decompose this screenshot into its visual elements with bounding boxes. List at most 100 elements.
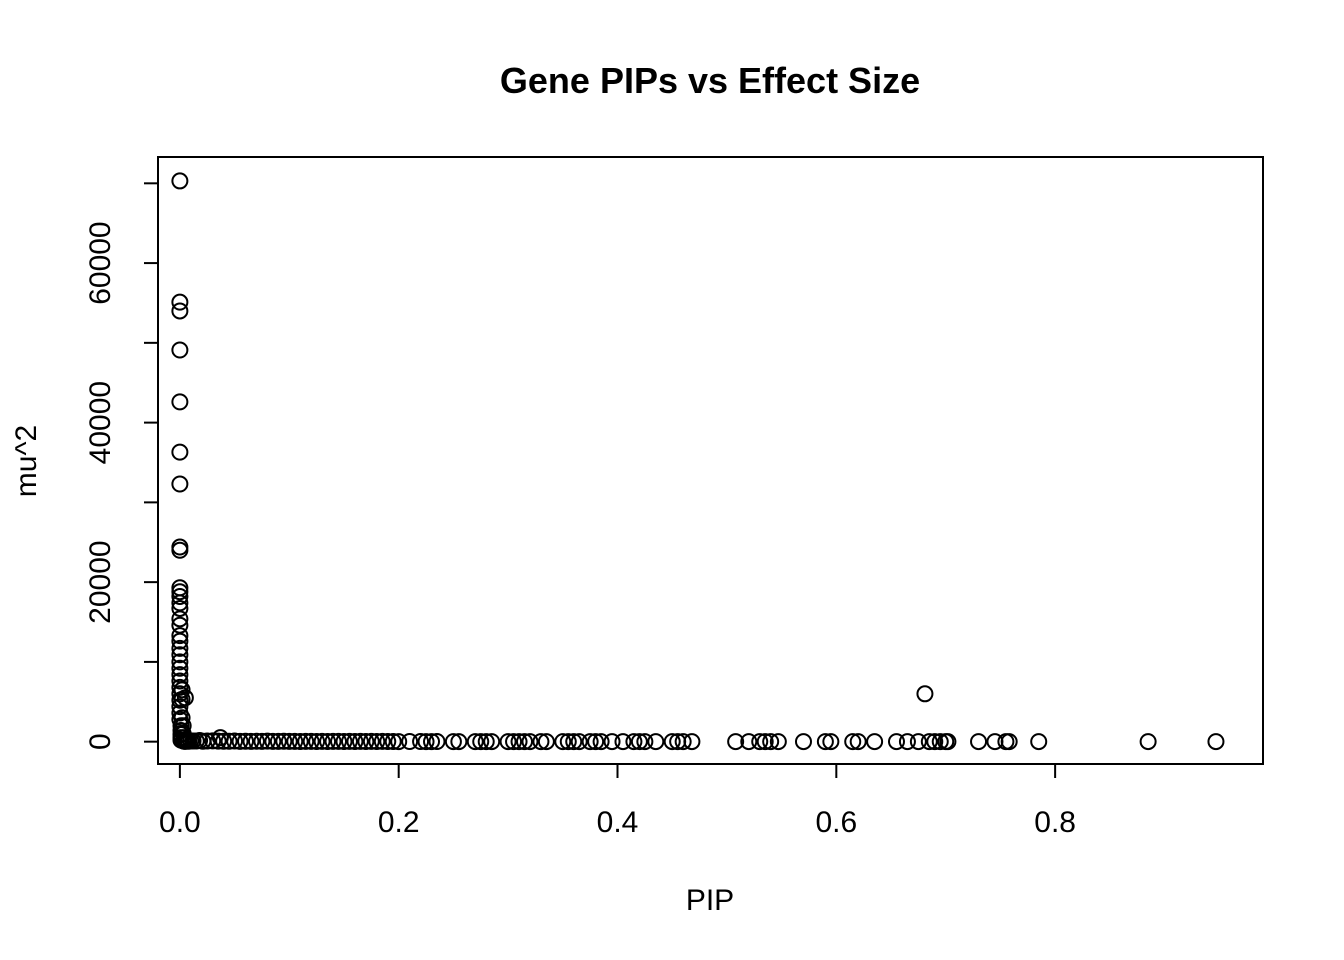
x-axis-ticks: 0.0 0.2 0.4 0.6 0.8 <box>159 764 1076 839</box>
data-point <box>237 732 255 750</box>
y-axis-label: mu^2 <box>10 425 43 497</box>
y-axis-ticks: 0 20000 40000 60000 <box>84 182 158 750</box>
data-point <box>412 733 430 751</box>
data-point <box>286 732 304 750</box>
data-point <box>324 732 342 750</box>
data-point <box>727 733 745 751</box>
data-point <box>1139 733 1157 751</box>
data-point <box>581 733 599 751</box>
data-point <box>171 659 189 677</box>
data-point <box>264 732 282 750</box>
data-point <box>909 733 927 751</box>
data-point <box>630 733 648 751</box>
data-point <box>1030 733 1048 751</box>
data-point <box>171 302 189 320</box>
data-point <box>171 653 189 671</box>
data-point <box>226 732 244 750</box>
data-point <box>674 733 692 751</box>
data-point <box>939 733 957 751</box>
data-point <box>769 733 787 751</box>
data-point <box>499 733 517 751</box>
data-point <box>171 587 189 605</box>
data-point <box>1207 733 1225 751</box>
x-tick-label: 0.8 <box>1034 806 1076 839</box>
data-point <box>247 732 265 750</box>
data-point <box>275 732 293 750</box>
plot-frame <box>157 156 1264 765</box>
data-point <box>173 709 191 727</box>
data-point <box>537 733 555 751</box>
data-point <box>450 733 468 751</box>
data-point <box>477 733 495 751</box>
data-point <box>384 733 402 751</box>
data-point <box>171 672 189 690</box>
data-point <box>844 733 862 751</box>
data-point <box>444 733 462 751</box>
data-point <box>565 733 583 751</box>
data-point <box>1000 733 1018 751</box>
data-point <box>242 732 260 750</box>
data-point <box>647 733 665 751</box>
data-point <box>822 733 840 751</box>
data-point <box>215 732 233 750</box>
data-point <box>308 733 326 751</box>
data-point <box>171 627 189 645</box>
chart-title: Gene PIPs vs Effect Size <box>500 60 920 101</box>
data-point <box>866 733 884 751</box>
y-tick-label: 60000 <box>84 221 117 304</box>
data-point <box>898 733 916 751</box>
data-point <box>340 732 358 750</box>
data-point <box>483 733 501 751</box>
data-point <box>401 733 419 751</box>
data-point <box>302 732 320 750</box>
data-point <box>592 733 610 751</box>
data-point <box>379 733 397 751</box>
data-point <box>516 733 534 751</box>
data-point <box>636 733 654 751</box>
data-point <box>762 733 780 751</box>
data-point <box>625 733 643 751</box>
data-points <box>171 172 1225 751</box>
data-point <box>362 732 380 750</box>
data-point <box>297 732 315 750</box>
data-point <box>171 646 189 664</box>
data-point <box>209 732 227 750</box>
data-point <box>559 733 577 751</box>
data-point <box>171 698 189 716</box>
data-point <box>756 733 774 751</box>
data-point <box>390 733 408 751</box>
data-point <box>570 733 588 751</box>
data-point <box>816 733 834 751</box>
data-point <box>614 733 632 751</box>
data-point <box>171 678 189 696</box>
data-point <box>171 172 189 190</box>
data-point <box>346 733 364 751</box>
data-point <box>466 733 484 751</box>
data-point <box>319 733 337 751</box>
data-point <box>253 732 271 750</box>
data-point <box>428 733 446 751</box>
data-point <box>751 733 769 751</box>
data-point <box>887 733 905 751</box>
data-point <box>171 293 189 311</box>
data-point <box>683 733 701 751</box>
data-point <box>204 732 222 750</box>
data-point <box>171 475 189 493</box>
data-point <box>603 733 621 751</box>
data-point <box>663 733 681 751</box>
data-point <box>472 733 490 751</box>
data-point <box>970 733 988 751</box>
data-point <box>997 733 1015 751</box>
data-point <box>794 733 812 751</box>
data-point <box>313 732 331 750</box>
data-point <box>849 733 867 751</box>
x-axis-label: PIP <box>686 884 734 917</box>
data-point <box>171 393 189 411</box>
data-point <box>587 733 605 751</box>
data-point <box>521 733 539 751</box>
data-point <box>926 733 944 751</box>
data-point <box>505 733 523 751</box>
data-point <box>368 733 386 751</box>
data-point <box>554 733 572 751</box>
